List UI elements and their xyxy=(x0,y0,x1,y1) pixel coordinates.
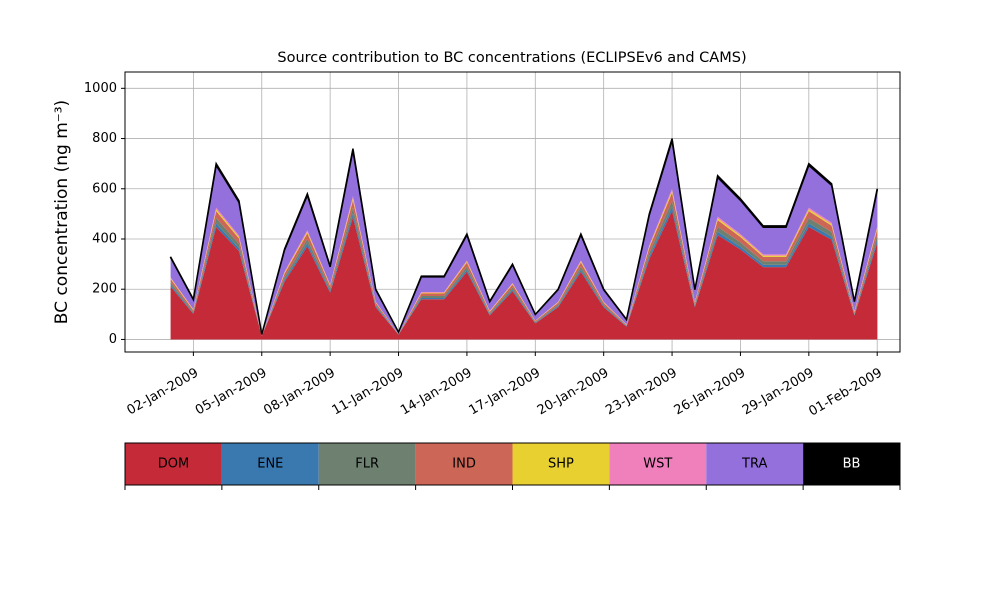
legend-frame xyxy=(124,442,901,486)
legend-label: ENE xyxy=(257,457,283,472)
area xyxy=(170,210,878,340)
x-tick-label: 01-Feb-2009 xyxy=(806,366,885,420)
y-tick-label: 600 xyxy=(92,181,117,196)
legend-swatch xyxy=(415,443,513,485)
area xyxy=(169,138,878,335)
legend-label: FLR xyxy=(355,457,379,472)
legend-label: DOM xyxy=(158,457,189,472)
x-tick-label: 02-Jan-2009 xyxy=(125,366,202,419)
x-tick-label: 11-Jan-2009 xyxy=(330,366,407,419)
area xyxy=(170,140,878,336)
legend-swatch xyxy=(125,443,222,485)
x-tick-label: 14-Jan-2009 xyxy=(398,366,475,419)
legend-label: IND xyxy=(452,457,476,472)
legend-swatch xyxy=(318,443,416,485)
y-tick-label: 1000 xyxy=(84,81,117,96)
x-tick-label: 05-Jan-2009 xyxy=(193,366,270,419)
x-tick-label: 20-Jan-2009 xyxy=(535,366,612,419)
y-tick-label: 200 xyxy=(92,282,117,297)
legend-label: BB xyxy=(843,457,861,472)
legend-swatch xyxy=(609,443,707,485)
y-tick-label: 400 xyxy=(92,231,117,246)
legend-swatch xyxy=(512,443,610,485)
y-tick-label: 800 xyxy=(92,131,117,146)
chart-title: Source contribution to BC concentrations… xyxy=(277,50,746,66)
plot-frame xyxy=(124,71,901,353)
x-tick-label: 17-Jan-2009 xyxy=(466,366,543,419)
legend-label: WST xyxy=(643,457,672,472)
y-axis-label: BC concentration (ng m⁻³) xyxy=(52,100,72,324)
legend-swatch xyxy=(221,443,319,485)
legend-swatch xyxy=(706,443,804,485)
x-tick-label: 08-Jan-2009 xyxy=(261,366,338,419)
legend-swatch xyxy=(803,443,900,485)
x-tick-label: 29-Jan-2009 xyxy=(740,366,817,419)
x-tick-label: 26-Jan-2009 xyxy=(672,366,749,419)
y-tick-label: 0 xyxy=(109,332,117,347)
legend-label: SHP xyxy=(548,457,574,472)
x-tick-label: 23-Jan-2009 xyxy=(603,366,680,419)
legend-label: TRA xyxy=(741,457,767,472)
